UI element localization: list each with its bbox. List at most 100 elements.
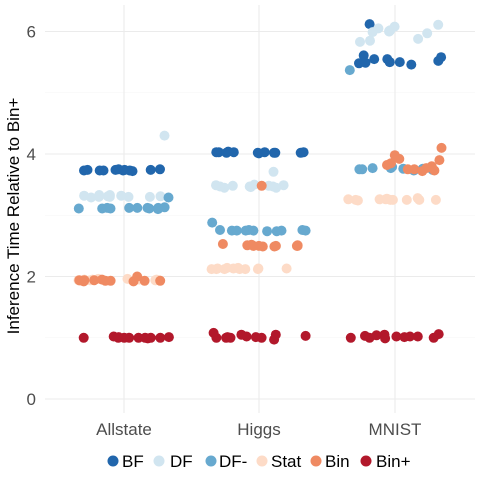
data-point (73, 203, 84, 214)
legend-key (360, 455, 372, 467)
data-point (248, 225, 259, 236)
data-point (132, 202, 143, 213)
data-point (119, 164, 130, 175)
data-point (374, 194, 385, 205)
data-point (163, 332, 174, 343)
data-point (105, 203, 116, 214)
data-point (211, 180, 221, 191)
data-point (110, 164, 121, 175)
data-point (268, 181, 278, 192)
data-point (79, 190, 90, 201)
data-point (394, 153, 405, 164)
data-point (371, 330, 382, 341)
y-tick-label: 6 (27, 23, 36, 42)
data-point (352, 195, 363, 206)
y-tick-label: 4 (27, 145, 36, 164)
data-point (394, 57, 405, 68)
data-point (281, 263, 292, 274)
data-point (369, 54, 380, 65)
data-point (380, 333, 391, 344)
legend-label: DF- (219, 452, 247, 471)
data-point (144, 191, 155, 202)
y-axis-title: Inference Time Relative to Bin+ (4, 98, 23, 335)
data-point (153, 202, 164, 213)
legend-label: Stat (271, 452, 302, 471)
data-point (384, 26, 395, 37)
data-point (367, 163, 378, 174)
x-tick-label: Higgs (237, 420, 280, 439)
data-point (208, 327, 219, 338)
data-point (116, 190, 127, 201)
data-point (98, 165, 109, 176)
data-point (401, 194, 412, 205)
data-point (385, 194, 396, 205)
data-point (155, 164, 165, 175)
data-point (355, 36, 365, 47)
data-point (163, 192, 174, 203)
data-point (89, 275, 100, 286)
data-point (292, 240, 303, 251)
data-point (155, 275, 166, 286)
data-point (155, 191, 166, 202)
data-point (139, 275, 150, 286)
data-point (270, 329, 281, 340)
x-tick-label: MNIST (369, 420, 422, 439)
data-point (256, 180, 267, 191)
data-point (245, 182, 256, 193)
data-point (429, 165, 440, 176)
data-point (128, 276, 139, 287)
legend-label: Bin (325, 452, 350, 471)
data-point (145, 164, 156, 175)
data-point (402, 164, 413, 175)
data-point (246, 239, 257, 250)
data-point (344, 65, 355, 76)
data-point (384, 57, 395, 68)
data-point (399, 332, 410, 343)
data-point (236, 329, 247, 340)
data-point (113, 332, 124, 343)
data-point (406, 59, 417, 70)
data-point (256, 332, 267, 343)
data-point (300, 225, 311, 236)
data-point (300, 330, 311, 341)
data-point (100, 275, 111, 286)
data-point (215, 225, 225, 235)
data-point (364, 19, 375, 30)
legend-key (153, 455, 165, 467)
y-tick-label: 0 (27, 390, 36, 409)
legend: BF DF DF- Stat Bin Bin+ (107, 452, 411, 471)
data-point (74, 275, 85, 286)
data-point (422, 28, 433, 39)
data-point (207, 217, 218, 228)
data-point (433, 19, 444, 30)
data-point (227, 180, 238, 191)
data-point (268, 166, 279, 177)
data-point (223, 146, 234, 157)
data-point (225, 332, 236, 343)
data-point (343, 194, 354, 205)
data-point (434, 155, 445, 166)
data-point (430, 194, 441, 205)
data-point (270, 147, 281, 158)
data-point (140, 332, 151, 343)
data-point (222, 262, 233, 273)
data-point (142, 202, 153, 213)
x-axis-ticks: Allstate Higgs MNIST (96, 420, 421, 439)
data-point (391, 331, 402, 342)
data-points (73, 19, 447, 345)
data-point (413, 33, 424, 44)
data-point (93, 191, 104, 202)
data-point (382, 160, 392, 170)
data-point (252, 147, 263, 158)
data-point (357, 164, 368, 175)
data-point (211, 147, 222, 158)
legend-key (205, 455, 217, 467)
data-point (276, 225, 287, 236)
data-point (217, 239, 228, 249)
data-point (78, 332, 89, 343)
legend-label: DF (170, 452, 193, 471)
data-point (270, 240, 281, 251)
legend-label: BF (122, 452, 144, 471)
data-point (253, 240, 264, 251)
